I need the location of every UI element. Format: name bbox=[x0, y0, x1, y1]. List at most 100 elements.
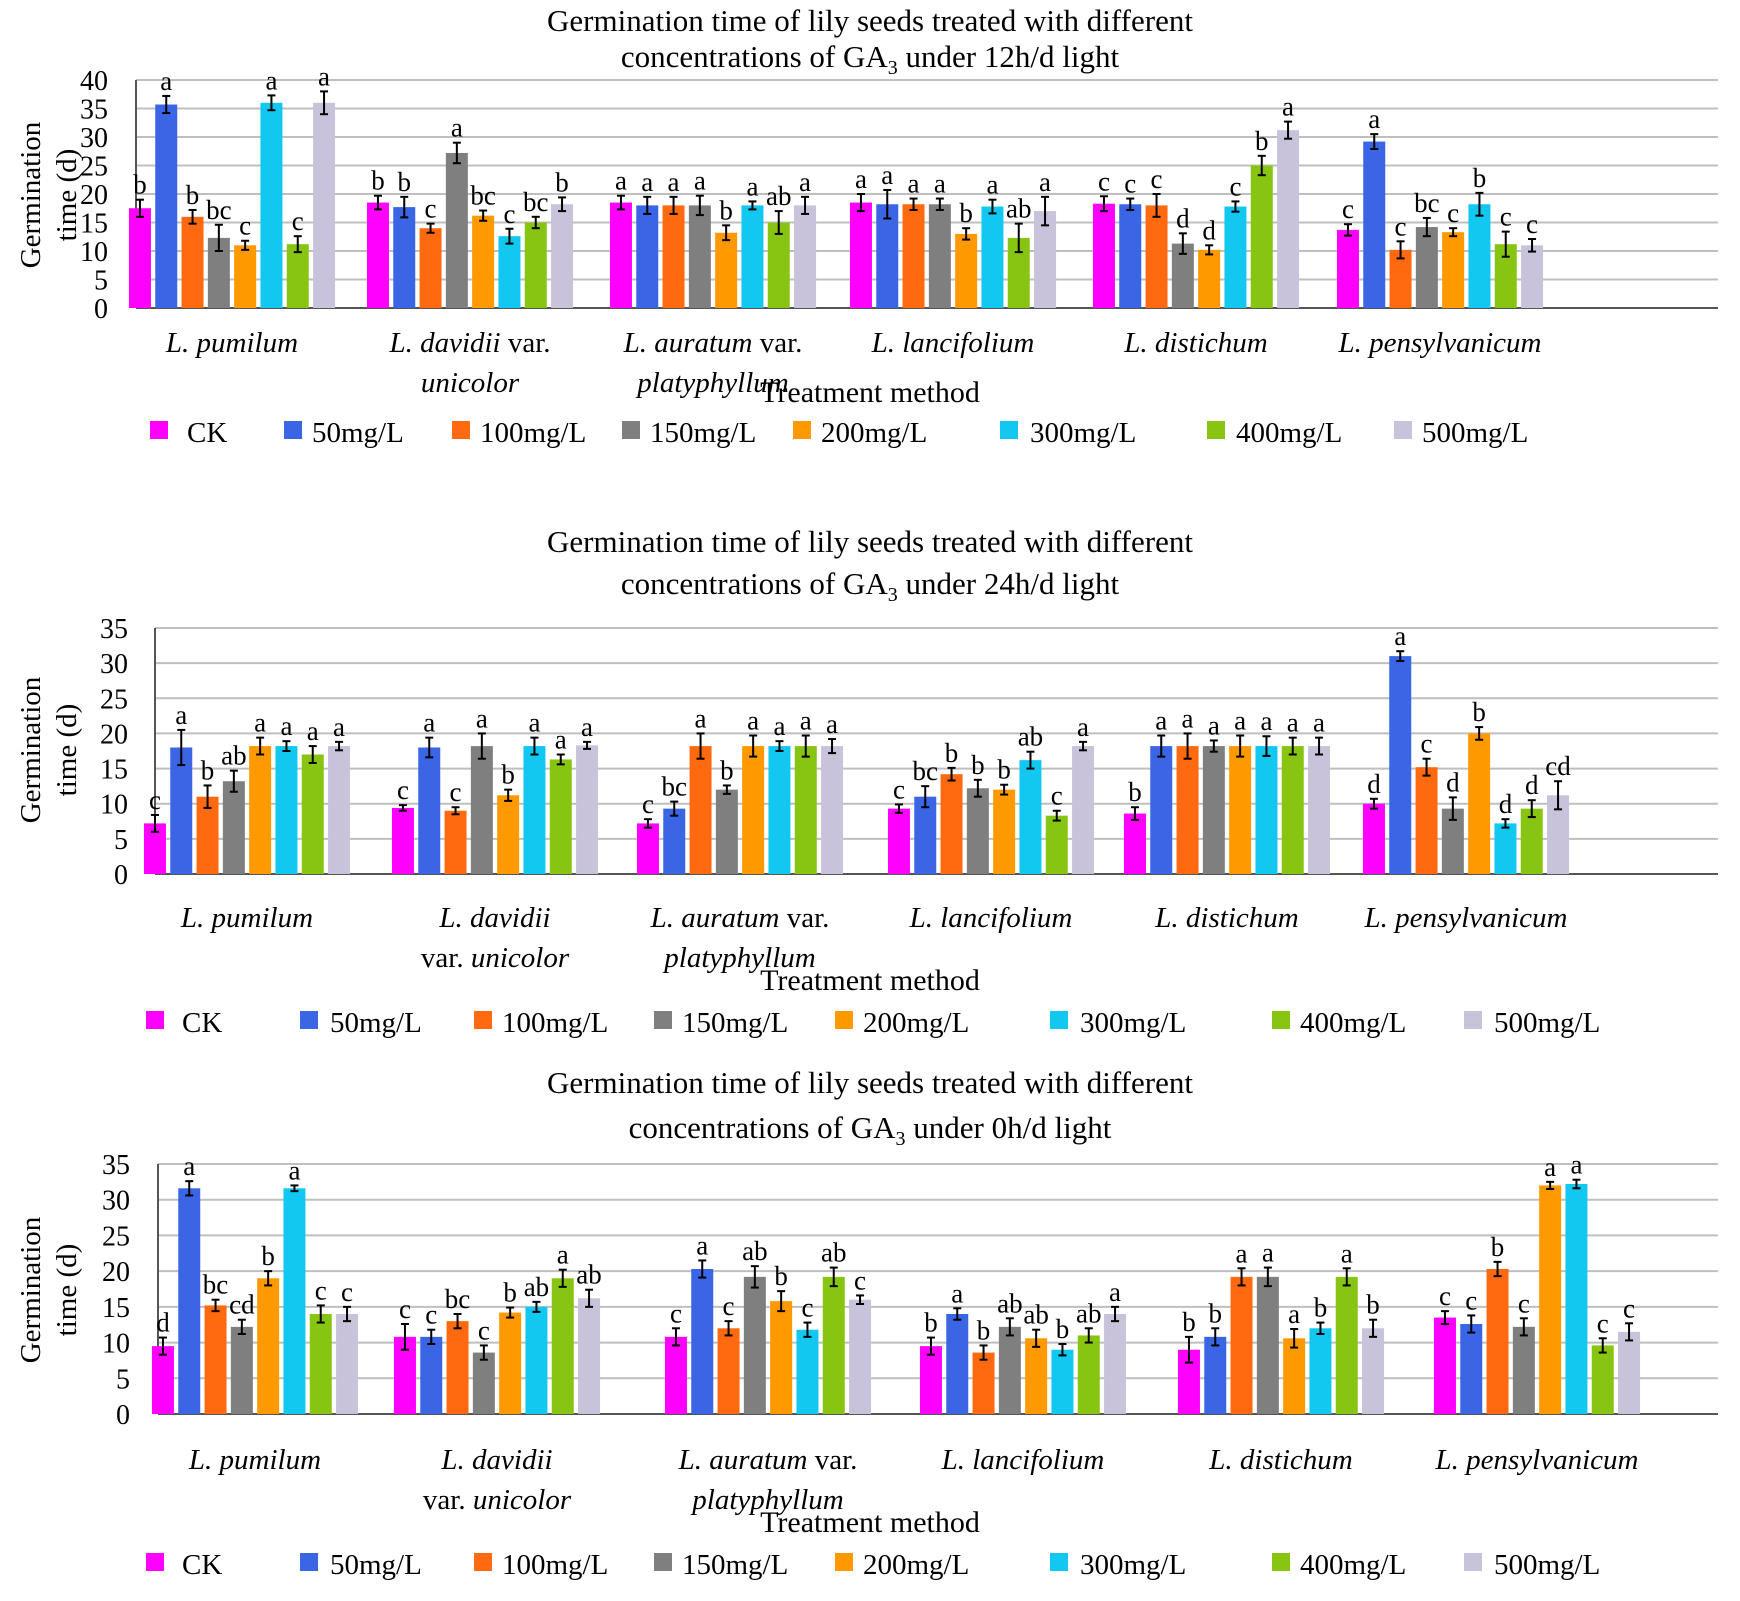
legend-label: CK bbox=[187, 417, 227, 449]
significance-label: a bbox=[1341, 1238, 1353, 1268]
bar bbox=[420, 1336, 443, 1414]
bar bbox=[445, 152, 468, 308]
bar bbox=[1521, 245, 1544, 308]
significance-label: b bbox=[186, 180, 200, 210]
significance-label: c bbox=[893, 774, 905, 804]
bar bbox=[1045, 815, 1068, 874]
y-tick-label: 25 bbox=[102, 1221, 130, 1252]
bar bbox=[1077, 1335, 1100, 1414]
legend-swatch bbox=[1464, 1011, 1482, 1029]
y-tick-label: 15 bbox=[100, 755, 128, 786]
significance-label: b bbox=[1491, 1232, 1505, 1262]
category-label: L. pensylvanicum bbox=[1338, 327, 1542, 359]
category-label: L. auratum var. bbox=[650, 902, 830, 934]
bar bbox=[796, 1329, 819, 1414]
bar bbox=[1336, 229, 1359, 308]
bar bbox=[742, 746, 765, 874]
significance-label: a bbox=[934, 169, 946, 199]
significance-label: d bbox=[156, 1308, 170, 1338]
category-label: L. auratum var. bbox=[678, 1444, 858, 1476]
y-tick-label: 20 bbox=[100, 719, 128, 750]
bar bbox=[1362, 1328, 1385, 1414]
bar bbox=[196, 796, 219, 874]
legend-swatch bbox=[654, 1553, 672, 1571]
legend-label: 300mg/L bbox=[1030, 417, 1136, 449]
significance-label: bc bbox=[662, 772, 688, 802]
y-tick-label: 20 bbox=[80, 180, 108, 211]
bar bbox=[309, 1314, 332, 1414]
bar bbox=[257, 1278, 280, 1414]
significance-label: c bbox=[1518, 1288, 1530, 1318]
significance-label: b bbox=[371, 166, 385, 196]
significance-label: a bbox=[668, 167, 680, 197]
bar bbox=[446, 1321, 469, 1414]
significance-label: a bbox=[254, 708, 266, 738]
y-tick-label: 0 bbox=[94, 294, 108, 325]
legend: CK 50mg/L 100mg/L 150mg/L 200mg/L 300mg/L 400m… bbox=[146, 1007, 1600, 1039]
significance-label: b bbox=[261, 1241, 275, 1271]
bar bbox=[181, 216, 204, 308]
bar bbox=[972, 1352, 995, 1414]
y-tick-label: 35 bbox=[102, 1150, 130, 1181]
bar bbox=[275, 746, 298, 874]
bar bbox=[663, 808, 686, 874]
significance-label: a bbox=[528, 708, 540, 738]
chart-title-line2: concentrations of GA3 under 0h/d light bbox=[629, 1110, 1112, 1150]
legend-label: 100mg/L bbox=[502, 1549, 608, 1581]
legend-label: 50mg/L bbox=[330, 1549, 422, 1581]
bar bbox=[794, 746, 817, 874]
significance-label: b bbox=[945, 738, 959, 768]
significance-label: a bbox=[288, 1155, 300, 1185]
legend-label: 300mg/L bbox=[1080, 1549, 1186, 1581]
significance-label: a bbox=[1234, 706, 1246, 736]
bar bbox=[222, 781, 245, 874]
significance-label: a bbox=[1039, 167, 1051, 197]
x-axis-label: Treatment method bbox=[760, 964, 980, 997]
category-label: L. distichum bbox=[1154, 902, 1298, 934]
legend-swatch bbox=[835, 1553, 853, 1571]
y-axis-label: Germination bbox=[15, 676, 47, 823]
bar bbox=[1019, 760, 1042, 874]
bar bbox=[1256, 1276, 1279, 1414]
significance-label: b bbox=[1314, 1293, 1328, 1323]
bar bbox=[743, 1276, 766, 1414]
significance-label: a bbox=[1208, 710, 1220, 740]
bar bbox=[928, 204, 951, 308]
significance-label: a bbox=[1368, 104, 1380, 134]
y-tick-label: 5 bbox=[94, 266, 108, 297]
significance-label: bc bbox=[445, 1284, 471, 1314]
significance-label: bc bbox=[203, 1270, 229, 1300]
significance-label: a bbox=[773, 711, 785, 741]
significance-label: c bbox=[1098, 166, 1110, 196]
bar bbox=[664, 1336, 687, 1414]
significance-label: a bbox=[800, 706, 812, 736]
bar bbox=[1618, 1331, 1641, 1414]
significance-label: c bbox=[801, 1293, 813, 1323]
significance-label: b bbox=[1128, 777, 1142, 807]
significance-label: c bbox=[425, 194, 437, 224]
y-axis-label-line1: Germination bbox=[15, 676, 47, 823]
significance-label: a bbox=[1262, 1238, 1274, 1268]
bar bbox=[576, 745, 599, 874]
bar bbox=[549, 759, 572, 874]
significance-label: c bbox=[450, 777, 462, 807]
significance-label: a bbox=[1260, 706, 1272, 736]
significance-label: a bbox=[855, 164, 867, 194]
bar bbox=[472, 215, 495, 308]
bar bbox=[1565, 1184, 1588, 1414]
significance-label: c bbox=[1151, 164, 1163, 194]
bar bbox=[1119, 204, 1142, 308]
bar bbox=[151, 1346, 174, 1414]
legend-label: 200mg/L bbox=[821, 417, 927, 449]
category-label: L. pumilum bbox=[165, 327, 298, 359]
bar bbox=[366, 202, 389, 308]
bar bbox=[689, 746, 712, 874]
significance-label: ab bbox=[1018, 722, 1043, 752]
significance-label: b bbox=[774, 1261, 788, 1291]
bar bbox=[876, 204, 899, 308]
significance-label: d bbox=[1367, 769, 1381, 799]
legend-label: 200mg/L bbox=[863, 1549, 969, 1581]
significance-label: bc bbox=[913, 756, 939, 786]
y-tick-label: 30 bbox=[100, 649, 128, 680]
category-label: L. pensylvanicum bbox=[1364, 902, 1568, 934]
